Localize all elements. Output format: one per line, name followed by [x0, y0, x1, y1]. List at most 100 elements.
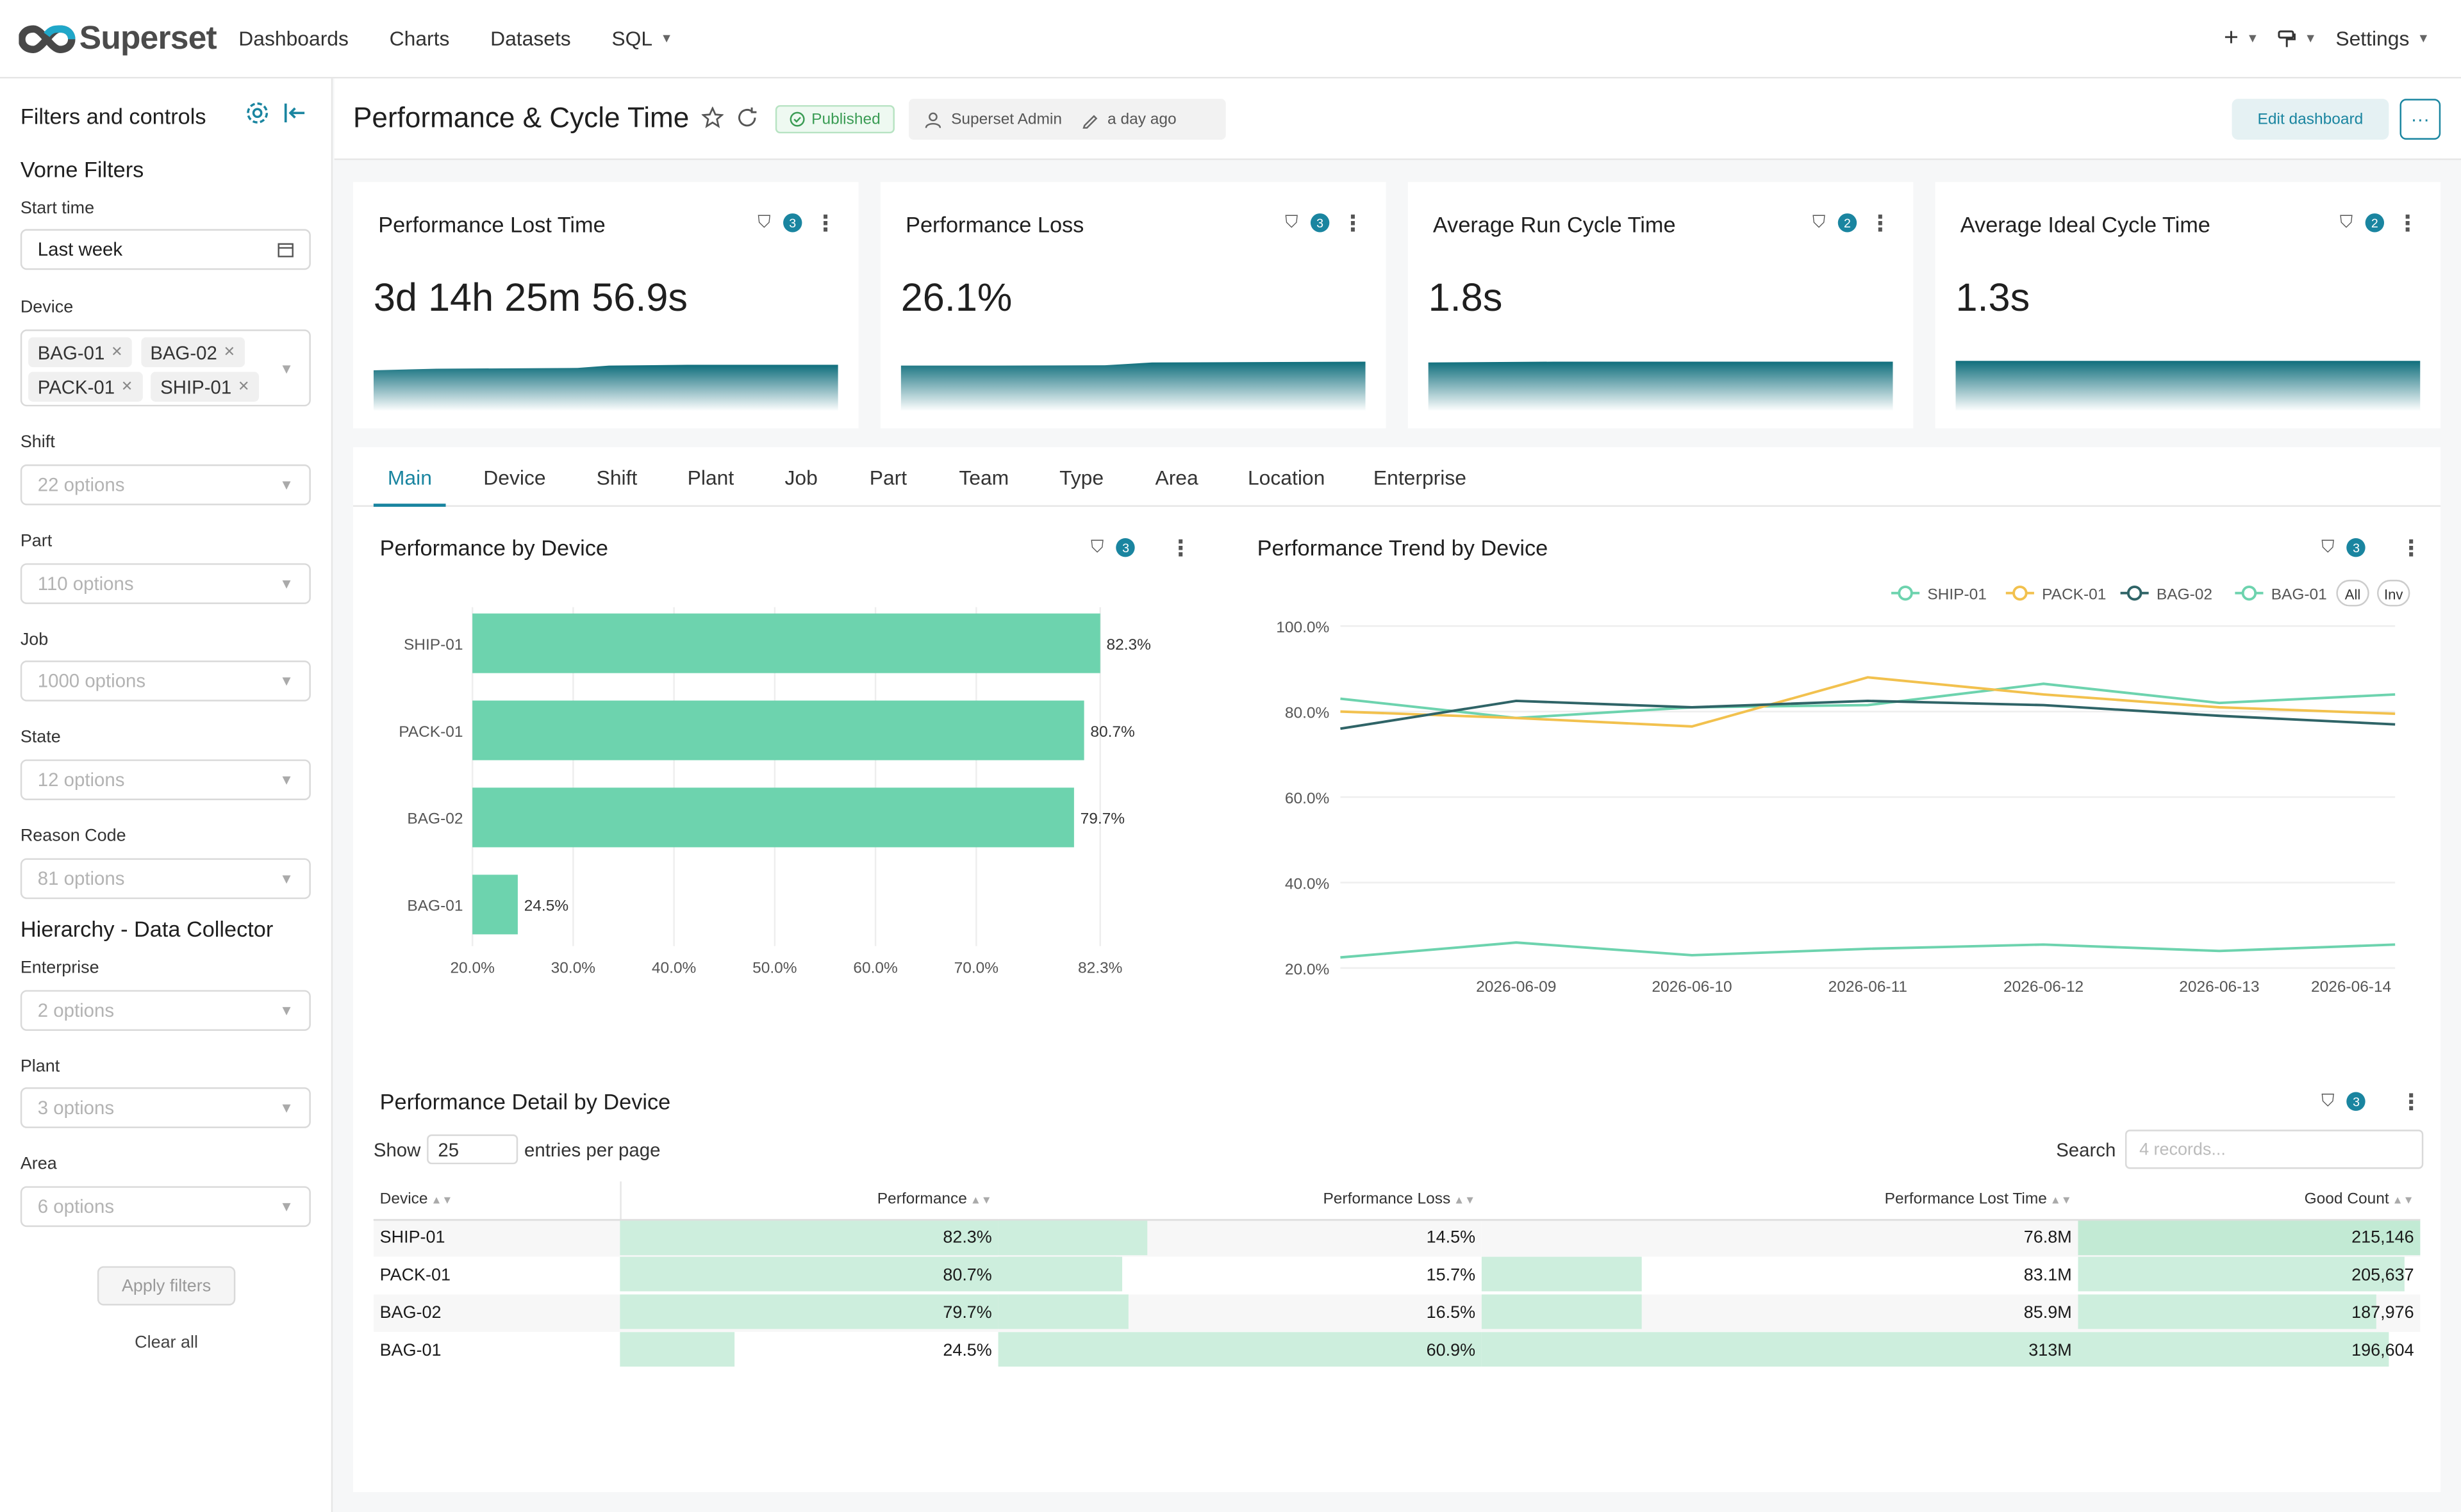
close-icon[interactable]: ✕ — [120, 378, 133, 394]
sort-icon: ▲▼ — [431, 1196, 453, 1207]
y-tick-label: 20.0% — [1285, 961, 1329, 978]
column-header-device[interactable]: Device ▲▼ — [373, 1181, 621, 1220]
tab-shift[interactable]: Shift — [596, 466, 638, 490]
page-size-input[interactable]: 25 — [427, 1134, 518, 1165]
kebab-menu-icon[interactable]: ⋮ — [1341, 210, 1364, 236]
star-icon[interactable] — [701, 106, 724, 129]
gear-icon[interactable] — [245, 101, 270, 126]
table-row[interactable]: BAG-02 79.7% 16.5% 85.9M 187,976 — [373, 1294, 2421, 1333]
settings-menu[interactable]: Settings ▼ — [2335, 27, 2430, 51]
chevron-down-icon: ▼ — [279, 1199, 294, 1215]
clear-all-button[interactable]: Clear all — [135, 1333, 198, 1353]
tab-device[interactable]: Device — [483, 466, 546, 490]
close-icon[interactable]: ✕ — [238, 378, 250, 394]
sort-icon: ▲▼ — [970, 1196, 992, 1207]
dashboard-title[interactable]: Performance & Cycle Time — [353, 102, 690, 134]
chevron-down-icon: ▼ — [279, 673, 294, 689]
device-label: Device — [20, 298, 74, 317]
filter-icon[interactable]: ⛉ — [2321, 1091, 2335, 1110]
legend-button-label: All — [2345, 587, 2360, 603]
close-icon[interactable]: ✕ — [111, 343, 123, 359]
tab-type[interactable]: Type — [1059, 466, 1104, 490]
table-row[interactable]: BAG-01 24.5% 60.9% 313M 196,604 — [374, 1332, 2420, 1370]
collapse-sidebar-icon[interactable] — [283, 101, 308, 126]
category-label: BAG-01 — [407, 898, 463, 915]
tab-location[interactable]: Location — [1247, 466, 1325, 490]
tab-job[interactable]: Job — [784, 466, 818, 490]
tab-team[interactable]: Team — [959, 466, 1009, 490]
tab-plant[interactable]: Plant — [687, 466, 734, 490]
job-select[interactable]: 1000 options ▼ — [20, 661, 311, 702]
state-select[interactable]: 12 options ▼ — [20, 759, 311, 800]
good-count-cell: 215,146 — [2078, 1219, 2421, 1257]
apply-filters-button[interactable]: Apply filters — [97, 1266, 236, 1306]
close-icon[interactable]: ✕ — [223, 343, 236, 359]
column-header-performance[interactable]: Performance ▲▼ — [620, 1181, 998, 1220]
edit-dashboard-button[interactable]: Edit dashboard — [2232, 99, 2389, 140]
filter-icon[interactable]: ⛉ — [2321, 537, 2335, 557]
data-label: 80.7% — [1090, 723, 1134, 741]
table-row[interactable]: SHIP-01 82.3% 14.5% 76.8M 215,146 — [373, 1219, 2421, 1257]
area-select[interactable]: 6 options ▼ — [20, 1186, 311, 1228]
part-select[interactable]: 110 options ▼ — [20, 563, 311, 604]
nav-datasets[interactable]: Datasets — [490, 26, 571, 51]
kebab-menu-icon[interactable]: ⋮ — [2400, 1089, 2423, 1114]
user-icon — [925, 111, 941, 127]
legend-marker — [2012, 585, 2028, 601]
plus-icon: + — [2224, 24, 2239, 51]
area-placeholder: 6 options — [37, 1196, 115, 1218]
kebab-menu-icon[interactable]: ⋮ — [1170, 535, 1192, 561]
performance-loss-cell: 14.5% — [998, 1219, 1482, 1257]
tab-area[interactable]: Area — [1155, 466, 1198, 490]
filter-count-badge: 3 — [783, 213, 802, 233]
good-count-cell-text: 187,976 — [2351, 1304, 2414, 1323]
kpi-title: Performance Loss — [906, 211, 1084, 237]
superset-logo[interactable]: Superset — [19, 20, 217, 58]
new-menu[interactable]: + ▼ — [2224, 24, 2259, 53]
reason-code-select[interactable]: 81 options ▼ — [20, 858, 311, 900]
performance-databar — [620, 1332, 735, 1367]
nav-dashboards[interactable]: Dashboards — [238, 26, 349, 51]
kebab-menu-icon[interactable]: ⋮ — [2396, 210, 2419, 236]
device-multiselect[interactable]: BAG-01 ✕ BAG-02 ✕ PACK-01 ✕ SHIP-01 ✕ ▼ — [20, 329, 311, 407]
x-tick-label: 70.0% — [954, 959, 998, 976]
filter-icon[interactable]: ⛉ — [1285, 212, 1298, 232]
pencil-icon — [1082, 114, 1097, 128]
search-input[interactable]: 4 records... — [2125, 1130, 2424, 1169]
refresh-icon[interactable] — [736, 107, 758, 129]
filter-icon[interactable]: ⛉ — [1091, 537, 1104, 557]
filter-count-badge: 3 — [2346, 1092, 2366, 1111]
start-time-select[interactable]: Last week — [20, 229, 311, 270]
filter-icon[interactable]: ⛉ — [2339, 212, 2353, 232]
tab-main[interactable]: Main — [387, 466, 432, 490]
kebab-menu-icon[interactable]: ⋮ — [2400, 535, 2423, 561]
nav-sql-label: SQL — [611, 26, 653, 51]
kpi-title: Average Run Cycle Time — [1432, 211, 1676, 237]
legend-button-label: Inv — [2384, 587, 2403, 603]
filter-icon[interactable]: ⛉ — [1812, 212, 1826, 232]
calendar-icon — [278, 243, 294, 258]
table-row[interactable]: PACK-01 80.7% 15.7% 83.1M 205,637 — [374, 1256, 2420, 1295]
tab-enterprise[interactable]: Enterprise — [1373, 466, 1466, 490]
shift-select[interactable]: 22 options ▼ — [20, 464, 311, 505]
filter-icon[interactable]: ⛉ — [758, 212, 771, 232]
tab-part[interactable]: Part — [869, 466, 907, 490]
bar-chart-title: Performance by Device — [379, 535, 609, 561]
check-circle-icon — [790, 111, 805, 127]
kebab-menu-icon[interactable]: ⋮ — [1869, 210, 1892, 236]
enterprise-select[interactable]: 2 options ▼ — [20, 990, 311, 1031]
plant-select[interactable]: 3 options ▼ — [20, 1087, 311, 1128]
device-cell-text: PACK-01 — [379, 1266, 451, 1285]
superset-logo-icon — [19, 24, 75, 53]
column-header-performance-loss[interactable]: Performance Loss ▲▼ — [998, 1181, 1482, 1220]
more-options-button[interactable]: ··· — [2399, 99, 2441, 140]
theme-menu[interactable]: ▼ — [2278, 29, 2317, 47]
plant-label: Plant — [20, 1057, 60, 1077]
kebab-menu-icon[interactable]: ⋮ — [815, 210, 837, 236]
nav-charts[interactable]: Charts — [389, 26, 450, 51]
state-placeholder: 12 options — [37, 769, 125, 791]
column-header-good-count[interactable]: Good Count ▲▼ — [2078, 1181, 2421, 1220]
nav-sql[interactable]: SQL ▼ — [611, 27, 672, 51]
published-badge[interactable]: Published — [775, 105, 895, 134]
column-header-performance-lost-time[interactable]: Performance Lost Time ▲▼ — [1481, 1181, 2078, 1220]
